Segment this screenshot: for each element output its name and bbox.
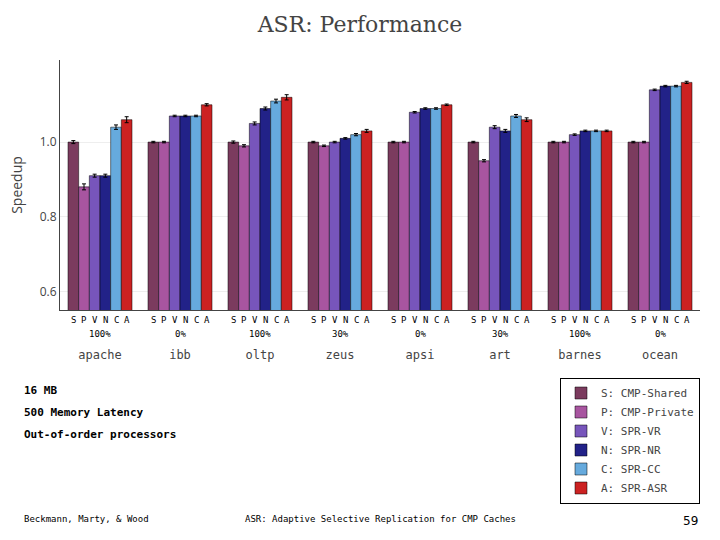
svg-text:ASR: Performance: ASR: Performance <box>257 12 463 37</box>
svg-text:oltp: oltp <box>246 348 275 362</box>
svg-text:S: S <box>471 315 476 325</box>
svg-text:A: A <box>364 315 370 325</box>
svg-text:P: CMP-Private: P: CMP-Private <box>601 406 694 419</box>
svg-text:C: C <box>514 315 519 325</box>
svg-text:V: V <box>572 315 578 325</box>
svg-text:100%: 100% <box>89 329 111 339</box>
svg-text:A: SPR-ASR: A: SPR-ASR <box>601 482 668 495</box>
svg-text:0%: 0% <box>415 329 426 339</box>
svg-text:Beckmann, Marty, & Wood: Beckmann, Marty, & Wood <box>24 514 149 524</box>
svg-text:S: S <box>631 315 636 325</box>
svg-text:30%: 30% <box>492 329 509 339</box>
svg-text:C: C <box>194 315 199 325</box>
svg-text:N: N <box>183 315 188 325</box>
svg-text:art: art <box>489 348 511 362</box>
svg-text:V: V <box>252 315 258 325</box>
svg-text:barnes: barnes <box>558 348 601 362</box>
svg-text:N: N <box>423 315 428 325</box>
svg-text:S: S <box>71 315 76 325</box>
svg-text:P: P <box>241 315 247 325</box>
svg-text:P: P <box>401 315 407 325</box>
svg-text:ibb: ibb <box>169 348 191 362</box>
svg-text:V: V <box>652 315 658 325</box>
svg-text:A: A <box>524 315 530 325</box>
svg-text:ASR: Adaptive Selective Replic: ASR: Adaptive Selective Replication for … <box>245 514 516 524</box>
svg-text:P: P <box>81 315 87 325</box>
svg-text:V: V <box>172 315 178 325</box>
svg-text:S: S <box>391 315 396 325</box>
svg-text:C: C <box>274 315 279 325</box>
svg-text:P: P <box>641 315 647 325</box>
svg-text:P: P <box>481 315 487 325</box>
svg-text:zeus: zeus <box>326 348 355 362</box>
svg-text:V: V <box>92 315 98 325</box>
svg-text:C: C <box>434 315 439 325</box>
svg-text:59: 59 <box>683 514 698 528</box>
svg-text:C: SPR-CC: C: SPR-CC <box>601 463 661 476</box>
svg-text:A: A <box>204 315 210 325</box>
svg-text:ocean: ocean <box>642 348 678 362</box>
svg-text:16 MB: 16 MB <box>24 384 57 397</box>
svg-text:V: SPR-VR: V: SPR-VR <box>601 425 661 438</box>
svg-text:A: A <box>684 315 690 325</box>
svg-text:S: S <box>231 315 236 325</box>
svg-text:P: P <box>161 315 167 325</box>
svg-text:A: A <box>444 315 450 325</box>
svg-text:C: C <box>354 315 359 325</box>
svg-text:Speedup: Speedup <box>7 156 26 214</box>
svg-text:100%: 100% <box>569 329 591 339</box>
svg-text:0%: 0% <box>655 329 666 339</box>
svg-text:N: SPR-NR: N: SPR-NR <box>601 444 661 457</box>
svg-text:C: C <box>114 315 119 325</box>
svg-text:N: N <box>503 315 508 325</box>
svg-text:S: CMP-Shared: S: CMP-Shared <box>601 387 687 400</box>
svg-text:C: C <box>674 315 679 325</box>
svg-text:A: A <box>124 315 130 325</box>
svg-text:S: S <box>151 315 156 325</box>
svg-text:S: S <box>551 315 556 325</box>
svg-text:V: V <box>412 315 418 325</box>
svg-text:Out-of-order processors: Out-of-order processors <box>24 428 176 441</box>
svg-text:apsi: apsi <box>406 348 435 362</box>
svg-text:100%: 100% <box>249 329 271 339</box>
svg-text:500 Memory Latency: 500 Memory Latency <box>24 406 144 419</box>
svg-text:0.6: 0.6 <box>40 283 57 300</box>
svg-text:S: S <box>311 315 316 325</box>
svg-text:A: A <box>284 315 290 325</box>
svg-text:N: N <box>103 315 108 325</box>
svg-text:C: C <box>594 315 599 325</box>
svg-text:N: N <box>343 315 348 325</box>
svg-text:0.8: 0.8 <box>40 208 57 225</box>
svg-text:0%: 0% <box>175 329 186 339</box>
svg-text:P: P <box>561 315 567 325</box>
svg-text:30%: 30% <box>332 329 349 339</box>
svg-text:N: N <box>263 315 268 325</box>
svg-text:N: N <box>583 315 588 325</box>
svg-text:N: N <box>663 315 668 325</box>
svg-text:1.0: 1.0 <box>40 133 57 150</box>
svg-text:apache: apache <box>78 348 121 362</box>
svg-text:A: A <box>604 315 610 325</box>
svg-text:V: V <box>332 315 338 325</box>
svg-text:V: V <box>492 315 498 325</box>
svg-text:P: P <box>321 315 327 325</box>
